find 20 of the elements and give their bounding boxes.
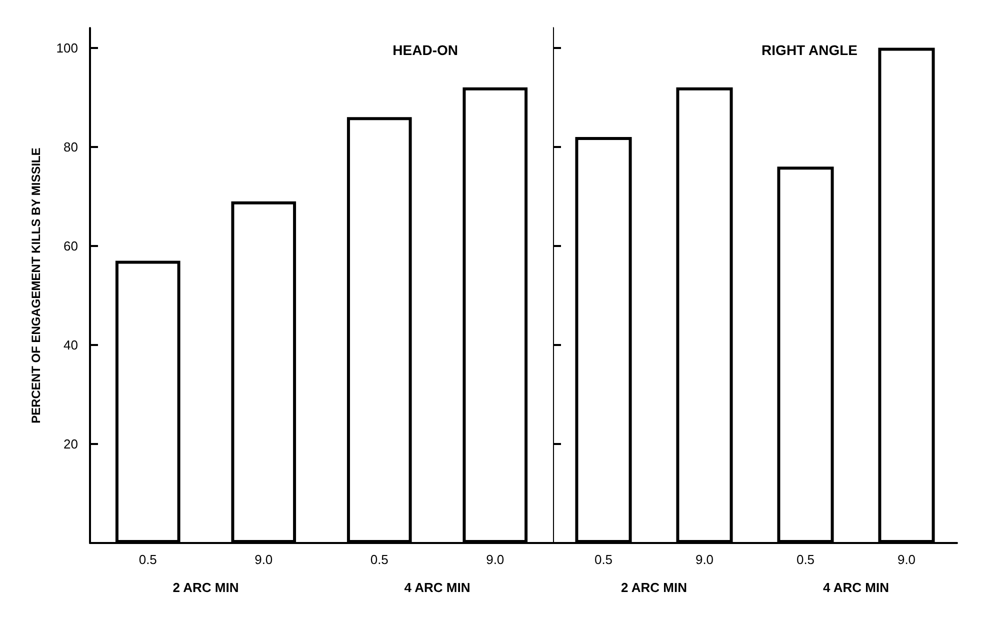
x-tick-label: 9.0: [695, 552, 714, 567]
text: 2 ARC MIN: [172, 580, 239, 595]
y-tick-label: 80: [64, 139, 78, 154]
x-tick-label: 0.5: [594, 552, 613, 567]
text: HEAD-ON: [392, 42, 458, 58]
y-tick-label: 40: [64, 337, 78, 352]
x-tick-label: 9.0: [486, 552, 504, 567]
x-tick-label: 0.5: [796, 552, 815, 567]
y-axis-title: PERCENT OF ENGAGEMENT KILLS BY MISSILE: [29, 148, 43, 424]
text: 4 ARC MIN: [404, 580, 470, 595]
y-tick-label: 20: [64, 436, 78, 452]
x-tick-label: 9.0: [254, 552, 273, 567]
x-tick-label: 0.5: [138, 552, 157, 567]
y-tick-label: 100: [56, 40, 78, 56]
x-tick-label: 9.0: [897, 552, 916, 567]
text: RIGHT ANGLE: [762, 42, 858, 58]
text: 2 ARC MIN: [621, 580, 687, 595]
text: 4 ARC MIN: [823, 580, 889, 595]
y-tick-label: 60: [64, 238, 78, 254]
x-tick-label: 0.5: [370, 552, 388, 567]
